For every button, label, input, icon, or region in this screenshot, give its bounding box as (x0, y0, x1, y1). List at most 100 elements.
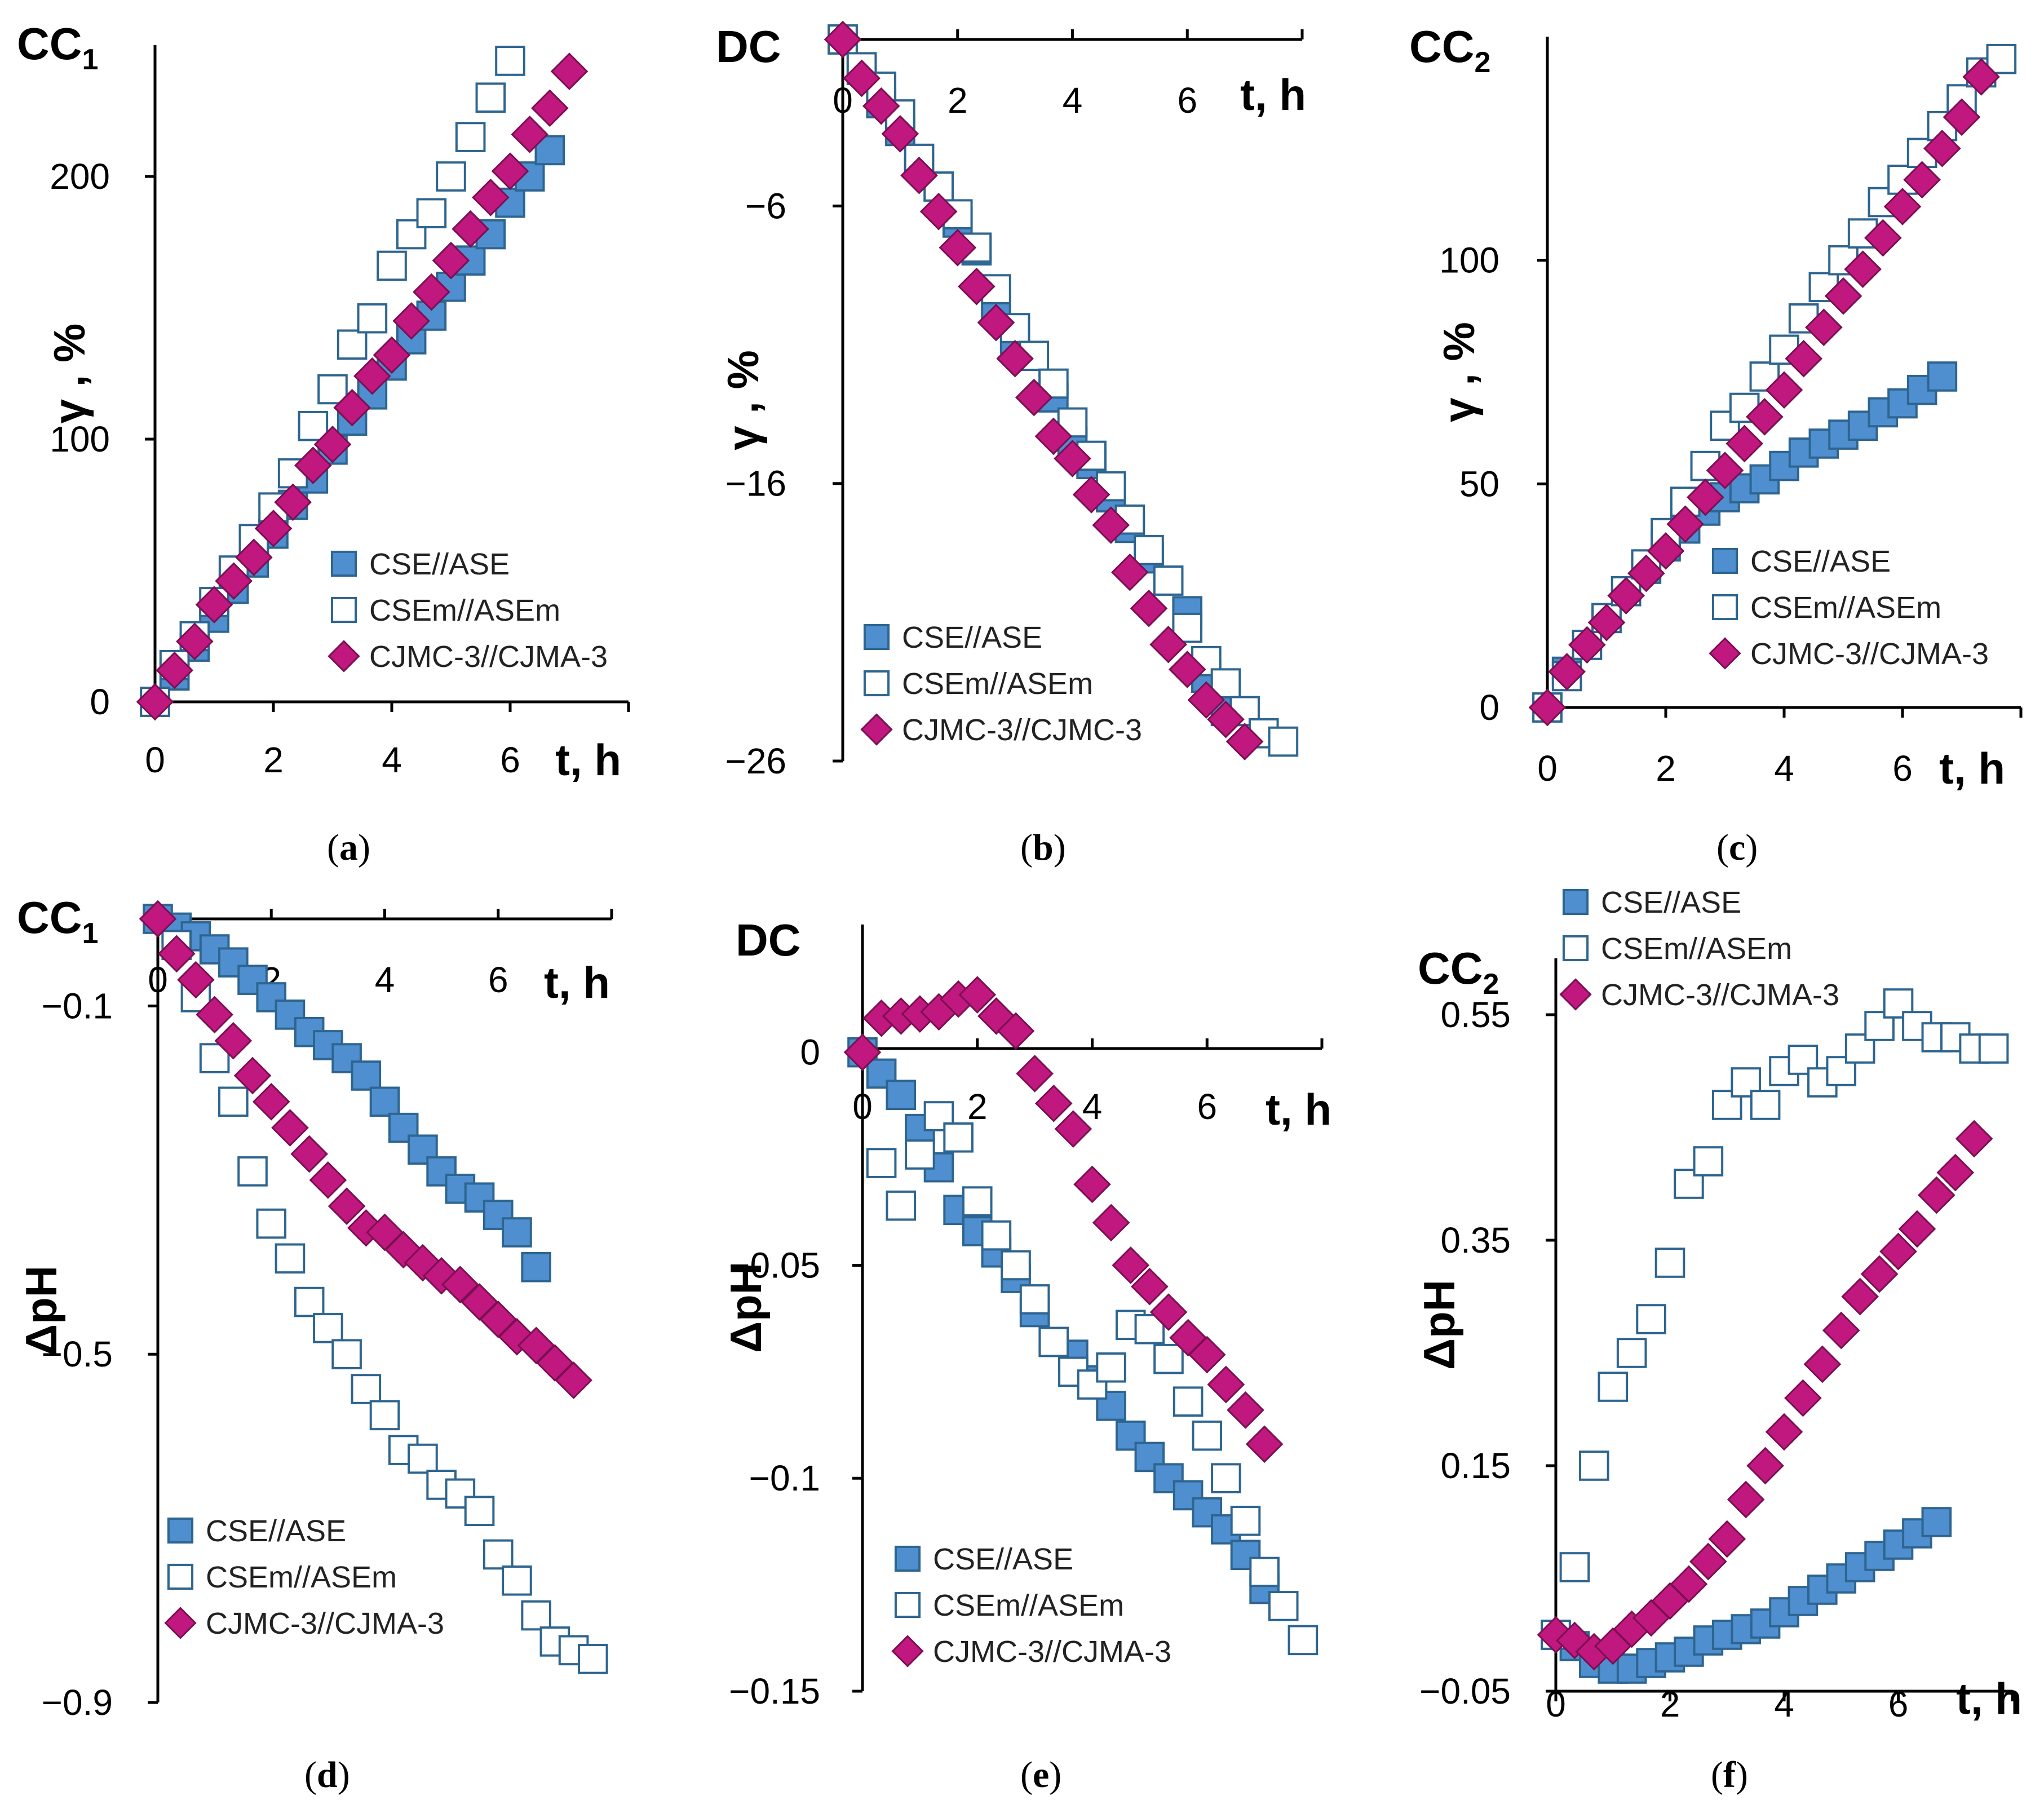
x-axis-label: t, h (544, 958, 610, 1007)
legend-marker (167, 1517, 194, 1544)
data-point (491, 152, 529, 191)
data-point (1038, 1326, 1069, 1357)
y-tick-label: 0 (800, 1032, 820, 1073)
data-point (233, 1056, 272, 1095)
data-point (1268, 726, 1299, 757)
data-point (1092, 1204, 1130, 1242)
data-point (139, 900, 177, 938)
y-tick-label: 0.35 (1440, 1220, 1511, 1261)
panel-paren: ) (338, 1754, 350, 1795)
panel-title-subscript: 2 (1483, 968, 1499, 1001)
y-tick-label: 100 (50, 419, 110, 459)
data-point (1765, 371, 1803, 409)
y-tick-label: 200 (50, 156, 110, 197)
data-point (1936, 1153, 1975, 1192)
panel-title: CC1 (17, 892, 98, 950)
data-point (1034, 417, 1073, 455)
x-tick-label: 4 (375, 959, 395, 1000)
data-point (472, 178, 510, 216)
data-point (483, 1200, 514, 1230)
x-tick-label: 4 (1063, 80, 1083, 121)
data-point (1828, 245, 1859, 276)
y-tick-label: −0.05 (729, 1245, 820, 1285)
x-tick-label: 2 (967, 1086, 988, 1127)
data-point (1898, 1210, 1936, 1248)
data-point (408, 1443, 438, 1474)
y-tick-label: 100 (1439, 240, 1499, 281)
data-point (1227, 1391, 1264, 1429)
data-point (1824, 277, 1862, 315)
data-point (1598, 1372, 1629, 1402)
data-point (436, 161, 466, 192)
x-tick-label: 6 (500, 740, 520, 780)
y-tick-label: −0.1 (42, 985, 113, 1026)
data-point (1943, 98, 1981, 136)
data-point (1587, 603, 1626, 642)
data-point (1647, 532, 1685, 570)
data-point (218, 1086, 249, 1117)
data-point (237, 1156, 268, 1187)
data-point (1841, 1277, 1879, 1316)
legend-marker (894, 1591, 921, 1618)
data-point (328, 1187, 366, 1225)
legend-marker (328, 640, 360, 673)
legend-label: CJMC-3//CJMA-3 (206, 1607, 444, 1640)
data-point (1616, 1338, 1647, 1368)
data-point (1134, 1441, 1165, 1472)
series-cjmc-3-cjmc-3 (824, 20, 1264, 760)
x-axis-label: t, h (1956, 1674, 2022, 1723)
data-point (1188, 1335, 1226, 1374)
data-point (413, 273, 450, 311)
data-point (495, 46, 525, 76)
legend-label: CSEm//ASEm (369, 594, 560, 627)
data-point (1923, 130, 1961, 167)
x-axis-label: t, h (1240, 70, 1306, 120)
data-point (333, 388, 371, 427)
data-point (483, 1539, 514, 1570)
data-point (824, 20, 862, 59)
legend-marker (891, 1635, 924, 1668)
data-point (373, 336, 411, 374)
legend-marker (330, 550, 357, 577)
series-cjmc-3-cjma-3 (1537, 1120, 1993, 1671)
series-cjmc-3-cjma-3 (1528, 58, 2000, 727)
data-point (1864, 219, 1902, 257)
data-point (939, 228, 977, 267)
data-point (157, 935, 196, 973)
data-point (294, 446, 332, 484)
data-point (369, 1086, 400, 1117)
legend-marker (1711, 594, 1738, 621)
panel-title-subscript: 1 (82, 917, 99, 950)
legend-marker (330, 596, 357, 623)
data-point (1883, 188, 1922, 225)
data-point (1803, 1345, 1842, 1383)
data-point (1168, 651, 1206, 688)
data-point (214, 1021, 253, 1060)
legend-label: CJMC-3//CJMA-3 (369, 640, 608, 674)
data-point (452, 210, 489, 248)
legend-marker (1562, 888, 1589, 916)
data-point (1654, 1248, 1685, 1278)
data-point (550, 52, 589, 90)
data-point (511, 116, 548, 153)
data-point (1579, 1450, 1609, 1481)
x-tick-label: 6 (1888, 1684, 1909, 1724)
data-point (1230, 1505, 1261, 1536)
chart-panel-d: −0.1−0.5−0.90 2 4 6 t, hΔpHCC1CSE//ASECSEm//… (16, 892, 613, 1795)
series-cjmc-3-cjma-3 (136, 52, 589, 721)
data-point (313, 425, 352, 463)
legend-label: CSE//ASE (369, 547, 510, 581)
data-point (1245, 1425, 1284, 1463)
data-point (1921, 1507, 1952, 1537)
data-point (313, 1313, 343, 1343)
data-point (416, 198, 447, 229)
data-point (317, 374, 348, 405)
data-point (464, 1182, 495, 1213)
data-point (353, 357, 391, 395)
data-point (555, 1361, 592, 1399)
panel-title-subscript: 1 (82, 43, 99, 76)
data-point (1268, 1591, 1299, 1621)
x-tick-label: 0 (833, 80, 853, 121)
